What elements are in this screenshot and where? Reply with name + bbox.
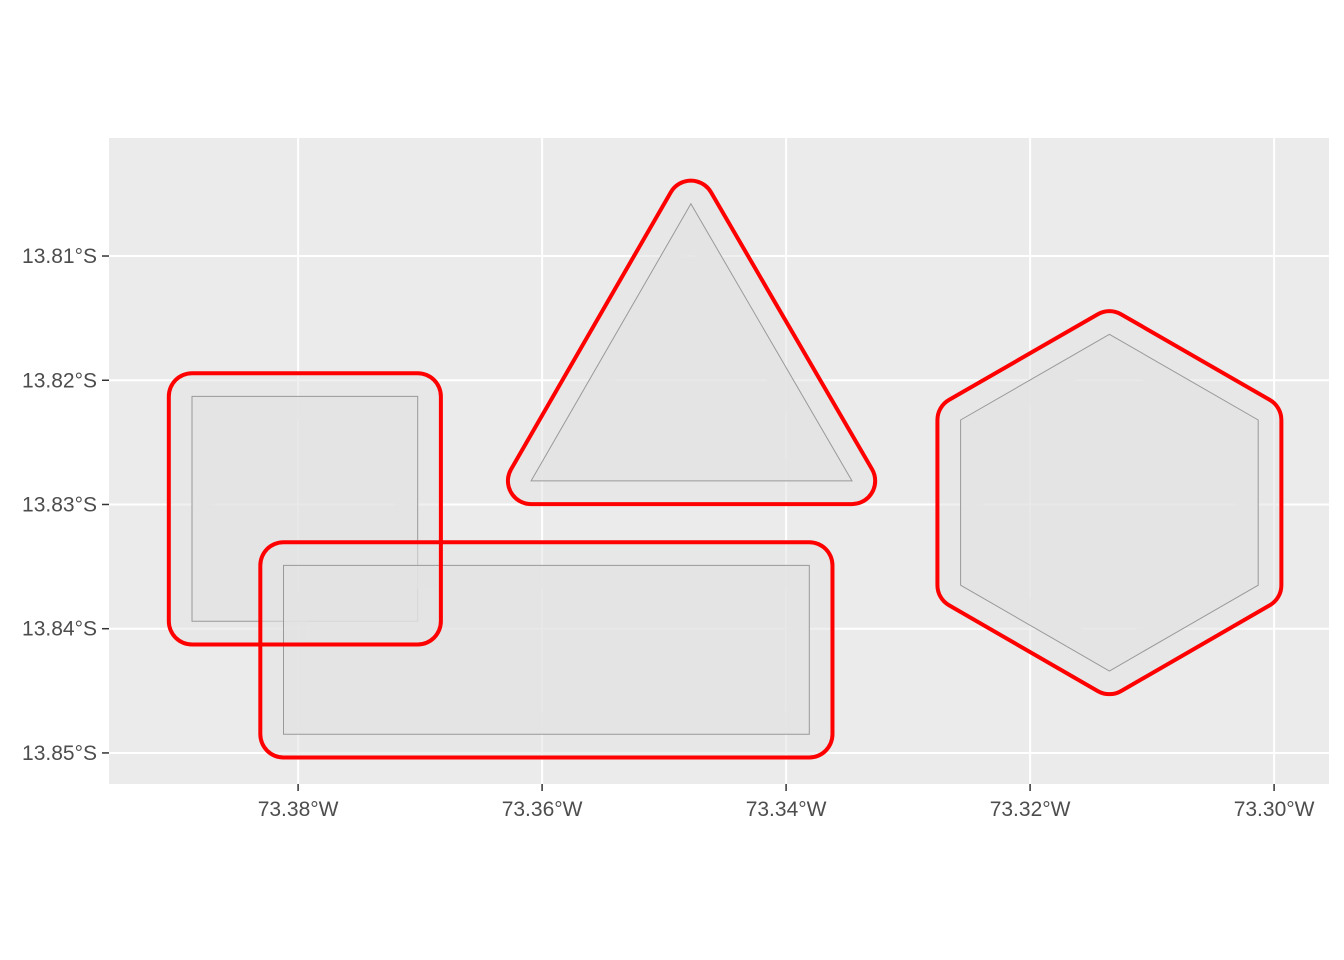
x-tick-label-2: 73.34°W bbox=[746, 798, 827, 821]
y-tick-label-4: 13.85°S bbox=[22, 742, 97, 765]
buffer-outline-hexagon bbox=[935, 309, 1284, 697]
y-tick-label-2: 13.83°S bbox=[22, 493, 97, 516]
polygon-rectangle bbox=[283, 564, 810, 735]
x-tick-label-4: 73.30°W bbox=[1234, 798, 1315, 821]
buffer-outline-rectangle bbox=[258, 540, 835, 760]
buffer-outline-triangle bbox=[505, 178, 878, 507]
y-tick-label-0: 13.81°S bbox=[22, 245, 97, 268]
y-tick-label-3: 13.84°S bbox=[22, 618, 97, 641]
buffer-outline-square bbox=[166, 371, 443, 647]
x-tick-label-3: 73.32°W bbox=[990, 798, 1071, 821]
x-tick-label-0: 73.38°W bbox=[258, 798, 339, 821]
y-tick-label-1: 13.82°S bbox=[22, 369, 97, 392]
axes: 73.38°W 73.36°W 73.34°W 73.32°W 73.30°W 13.81… bbox=[22, 245, 1315, 821]
buffer-outline-layer bbox=[166, 178, 1284, 760]
x-tick-label-1: 73.36°W bbox=[502, 798, 583, 821]
